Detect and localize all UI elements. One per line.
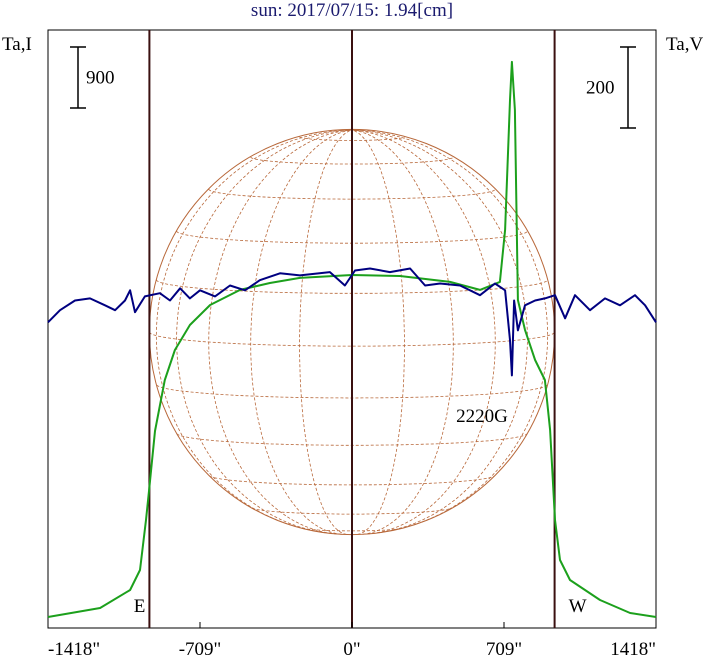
- annotation: E: [134, 596, 146, 617]
- meridian: [299, 129, 353, 535]
- meridian: [351, 129, 496, 535]
- x-tick-label: 0": [343, 639, 360, 660]
- x-tick-label: 709": [486, 639, 522, 660]
- y-axis-label: Ta,I: [2, 34, 32, 55]
- scale-bar: [70, 46, 86, 109]
- y2-axis-label: Ta,V: [666, 34, 703, 55]
- x-tick-label: 1418": [610, 639, 656, 660]
- scale-bar-label: 900: [86, 68, 115, 89]
- meridian: [208, 129, 353, 535]
- annotation: 2220G: [456, 406, 508, 427]
- scale-bar: [620, 46, 636, 129]
- meridian: [351, 129, 405, 535]
- meridian: [351, 129, 454, 535]
- x-tick-label: -709": [179, 639, 222, 660]
- meridian: [176, 129, 353, 534]
- series-line: [47, 267, 657, 377]
- parallel: [209, 475, 495, 486]
- scale-bar-label: 200: [586, 77, 615, 98]
- x-tick-label: -1418": [48, 639, 100, 660]
- parallel: [208, 188, 496, 200]
- series-line: [47, 60, 657, 618]
- meridian: [250, 129, 353, 535]
- annotation: W: [569, 596, 587, 617]
- chart-title: sun: 2017/07/15: 1.94[cm]: [251, 0, 453, 21]
- meridian: [351, 129, 528, 534]
- meridian: [155, 129, 353, 526]
